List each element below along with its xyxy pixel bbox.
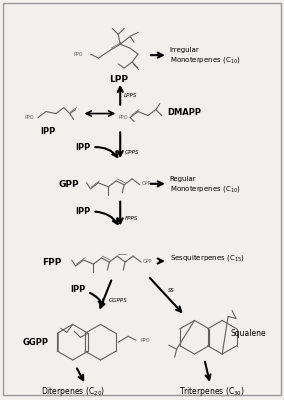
Text: IPP: IPP (40, 128, 55, 136)
Text: PPO: PPO (119, 115, 128, 120)
Text: OPP: OPP (142, 181, 151, 186)
Text: IPP: IPP (70, 285, 85, 294)
Text: SS: SS (168, 288, 174, 293)
Text: Irregular: Irregular (170, 47, 199, 53)
Text: Sesquiterpenes (C$_{15}$): Sesquiterpenes (C$_{15}$) (170, 253, 245, 263)
Text: IPP: IPP (75, 207, 91, 216)
Text: Squalene: Squalene (230, 329, 266, 338)
Text: PPO: PPO (73, 52, 83, 57)
Text: IPP: IPP (75, 143, 91, 152)
Text: LPPS: LPPS (124, 93, 137, 98)
Text: OPP: OPP (143, 258, 153, 264)
Text: GPPS: GPPS (125, 150, 140, 155)
Text: Monoterpenes (C$_{10}$): Monoterpenes (C$_{10}$) (170, 55, 240, 65)
Text: PPO: PPO (140, 338, 149, 343)
Text: Monoterpenes (C$_{10}$): Monoterpenes (C$_{10}$) (170, 184, 240, 194)
Text: Diterpenes (C$_{20}$): Diterpenes (C$_{20}$) (41, 385, 105, 398)
Text: FPP: FPP (42, 258, 62, 266)
Text: Regular: Regular (170, 176, 196, 182)
Text: GGPPS: GGPPS (108, 298, 127, 303)
Text: GGPP: GGPP (23, 338, 49, 347)
Text: DMAPP: DMAPP (168, 108, 202, 117)
Text: FPPS: FPPS (125, 216, 139, 221)
Text: LPP: LPP (109, 75, 128, 84)
Text: Triterpenes (C$_{30}$): Triterpenes (C$_{30}$) (179, 385, 245, 398)
Text: GPP: GPP (58, 180, 79, 189)
Text: PPO: PPO (25, 115, 34, 120)
